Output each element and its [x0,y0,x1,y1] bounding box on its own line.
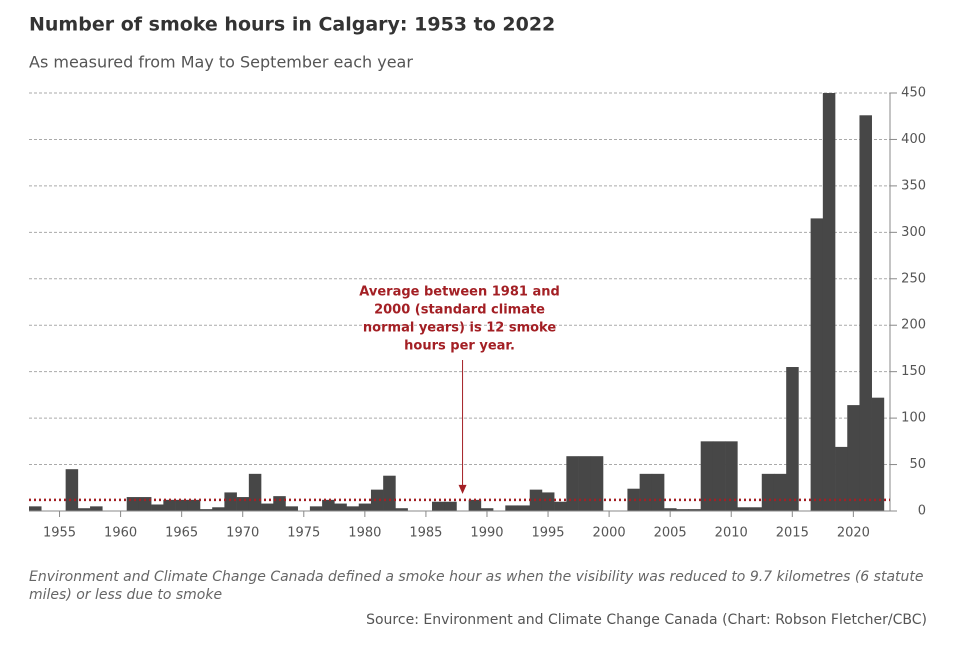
bar [90,506,103,511]
bar [322,499,335,511]
y-tick-label: 400 [901,132,926,147]
x-tick-label: 1985 [409,526,442,541]
bar [395,508,408,511]
bar [248,473,262,511]
x-tick-label: 1955 [43,526,76,541]
bar [639,473,653,511]
bar [871,397,885,511]
bar [273,496,286,511]
note: Environment and Climate Change Canada de… [29,569,924,585]
x-tick-label: 1995 [531,526,564,541]
x-tick-label: 2005 [654,526,687,541]
annotation: normal years) is 12 smoke [363,321,556,336]
annotation: Average between 1981 and [359,285,560,300]
bar [749,507,763,511]
annotation: 2000 (standard climate [374,303,545,318]
bar [187,499,201,511]
bar [163,499,176,511]
bar [627,488,640,511]
y-tick-label: 50 [909,457,926,472]
bar [383,475,396,511]
bar [358,503,372,511]
bar [566,456,579,511]
bar [700,441,714,511]
bar [505,505,518,511]
annotation: hours per year. [404,339,515,354]
bar [786,367,799,511]
y-tick-label: 100 [901,411,926,426]
bar [578,456,592,511]
x-tick-label: 2010 [715,526,748,541]
bar [285,506,298,511]
x-tick-label: 2000 [593,526,626,541]
bar [261,503,274,511]
arrow-head [458,484,467,494]
bar [199,509,213,511]
note: miles) or less due to smoke [29,587,222,603]
bar [590,456,604,511]
x-tick-label: 1960 [104,526,137,541]
bar [554,501,567,511]
bar [737,507,750,511]
bar [432,501,445,511]
y-tick-label: 450 [901,86,926,101]
x-tick-label: 1980 [348,526,381,541]
bar [688,509,702,511]
source: Source: Environment and Climate Change C… [366,612,927,628]
bar [370,489,384,511]
y-tick-label: 250 [901,271,926,286]
bar [138,497,152,511]
bar [835,446,848,511]
bar [541,492,555,511]
bar [346,506,360,511]
bar [151,504,164,511]
y-tick-label: 300 [901,225,926,240]
bar [126,497,140,511]
bar [77,508,91,511]
bar [859,115,872,511]
bar [334,503,347,511]
x-tick-label: 1990 [470,526,503,541]
bar [651,473,665,511]
y-tick-label: 0 [918,504,926,519]
bar [712,441,726,511]
bar [212,507,225,511]
y-tick-label: 350 [901,178,926,193]
bar [480,508,494,511]
x-tick-label: 1965 [165,526,198,541]
bar [676,509,689,511]
x-tick-label: 1975 [287,526,320,541]
bar [65,469,79,511]
x-tick-label: 2020 [837,526,870,541]
bar [236,497,250,511]
bar [29,506,42,511]
bar [773,473,787,511]
bar [847,405,860,511]
bar [725,441,738,511]
bar [517,505,531,511]
bar [309,506,323,511]
bar [175,499,189,511]
chart-title: Number of smoke hours in Calgary: 1953 t… [29,14,555,36]
x-tick-label: 1970 [226,526,259,541]
bar [810,218,824,511]
x-tick-label: 2015 [776,526,809,541]
chart-subtitle: As measured from May to September each y… [29,53,413,72]
y-tick-label: 150 [901,364,926,379]
bar [468,499,482,511]
y-tick-label: 200 [901,318,926,333]
bar [664,508,677,511]
bar [822,93,836,511]
bar [224,492,237,511]
bar [761,473,775,511]
bar [444,501,457,511]
